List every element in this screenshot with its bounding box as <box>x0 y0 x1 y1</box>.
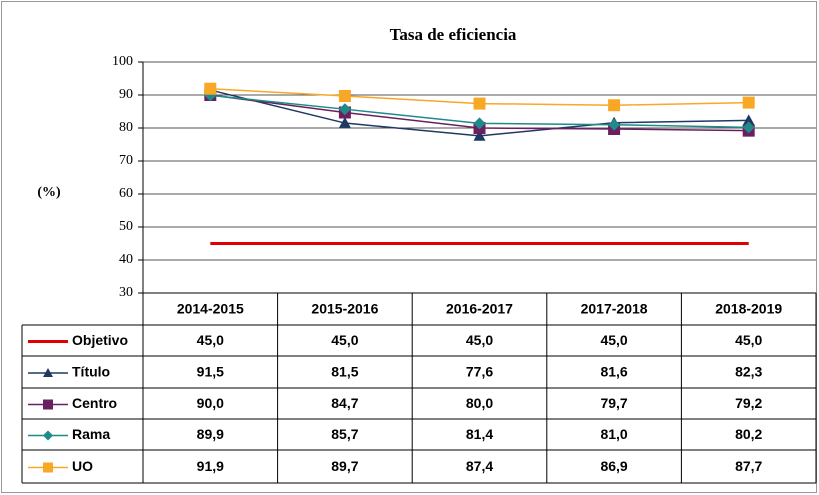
table-value: 45,0 <box>735 332 762 348</box>
marker <box>473 129 486 141</box>
y-tick-label: 80 <box>119 120 133 135</box>
legend-label: Rama <box>72 426 110 442</box>
marker <box>608 99 621 112</box>
legend-marker <box>43 430 53 441</box>
table-value: 91,5 <box>197 364 224 380</box>
marker <box>338 117 351 128</box>
legend-label: UO <box>72 458 93 474</box>
marker <box>742 121 755 134</box>
marker <box>742 114 755 126</box>
y-tick-label: 50 <box>119 219 133 234</box>
x-tick-label: 2014-2015 <box>177 301 244 317</box>
y-tick-label: 70 <box>119 153 133 168</box>
table-value: 79,2 <box>735 395 762 411</box>
x-tick-label: 2018-2019 <box>715 301 782 317</box>
table-value: 82,3 <box>735 364 762 380</box>
table-value: 84,7 <box>331 395 358 411</box>
table-value: 81,4 <box>466 426 493 442</box>
marker <box>608 118 621 131</box>
table-value: 45,0 <box>197 332 224 348</box>
legend-marker <box>43 368 53 377</box>
legend-marker <box>43 399 53 410</box>
table-value: 45,0 <box>331 332 358 348</box>
marker <box>204 82 217 95</box>
chart-title: Tasa de eficiencia <box>390 25 517 44</box>
table-value: 80,2 <box>735 426 762 442</box>
legend-label: Objetivo <box>72 332 128 348</box>
table-value: 89,7 <box>331 458 358 474</box>
legend-marker <box>43 462 53 473</box>
table-value: 87,7 <box>735 458 762 474</box>
table-value: 45,0 <box>600 332 627 348</box>
marker <box>338 89 351 102</box>
marker <box>473 97 486 110</box>
x-tick-label: 2016-2017 <box>446 301 513 317</box>
table-value: 91,9 <box>197 458 224 474</box>
table-value: 81,6 <box>600 364 627 380</box>
table-value: 45,0 <box>466 332 493 348</box>
marker <box>338 103 351 116</box>
y-tick-label: 40 <box>119 252 133 267</box>
table-value: 77,6 <box>466 364 493 380</box>
legend-label: Título <box>72 364 110 380</box>
table-value: 89,9 <box>197 426 224 442</box>
table-value: 87,4 <box>466 458 493 474</box>
marker <box>473 117 486 130</box>
table-value: 86,9 <box>600 458 627 474</box>
y-tick-label: 60 <box>119 186 133 201</box>
table-value: 80,0 <box>466 395 493 411</box>
table-value: 81,5 <box>331 364 358 380</box>
y-tick-label: 90 <box>119 87 133 102</box>
table-value: 90,0 <box>197 395 224 411</box>
y-tick-label: 30 <box>119 285 133 300</box>
legend-label: Centro <box>72 395 117 411</box>
table-value: 79,7 <box>600 395 627 411</box>
table-value: 85,7 <box>331 426 358 442</box>
y-axis-label: (%) <box>37 185 61 200</box>
x-tick-label: 2015-2016 <box>311 301 378 317</box>
y-tick-label: 100 <box>112 54 133 69</box>
x-tick-label: 2017-2018 <box>581 301 648 317</box>
marker <box>742 96 755 109</box>
table-value: 81,0 <box>600 426 627 442</box>
